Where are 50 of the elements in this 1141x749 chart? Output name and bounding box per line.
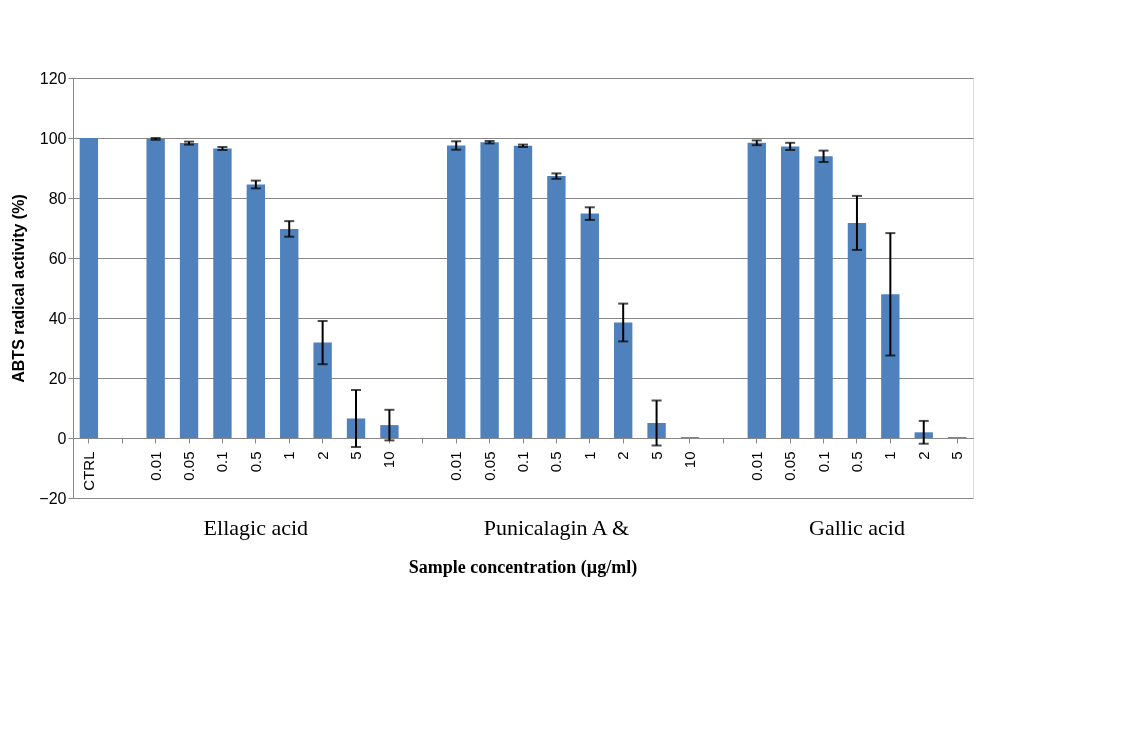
- x-tick-label: 0.5: [847, 451, 865, 473]
- x-tick-label: 5: [347, 451, 365, 460]
- bar: [280, 228, 299, 438]
- x-tick-label: 10: [680, 451, 698, 469]
- text: Gallic acid: [809, 515, 905, 540]
- bar: [179, 143, 199, 438]
- x-tick-label: 5: [647, 451, 665, 460]
- bar: [313, 342, 332, 438]
- bar: [513, 145, 533, 438]
- x-tick-label: 2: [614, 451, 632, 460]
- y-axis-title: ABTS radical activity (%): [10, 194, 28, 383]
- bar: [614, 322, 633, 438]
- x-axis-title: Sample concentration (µg/ml): [408, 557, 638, 578]
- bar: [480, 142, 499, 438]
- x-tick-label: 0.05: [781, 451, 799, 481]
- x-tick-label: 5: [948, 451, 966, 460]
- bar: [79, 138, 99, 438]
- x-tick-label: 1: [881, 451, 899, 460]
- y-tick-label: 60: [48, 249, 67, 267]
- bar: [881, 294, 900, 438]
- text: Ellagic acid: [203, 515, 309, 540]
- x-tick-label: 0.5: [246, 451, 264, 473]
- y-tick-label: 20: [48, 369, 67, 387]
- x-tick-label: 1: [580, 451, 598, 460]
- y-tick-label: 100: [39, 129, 67, 147]
- x-tick-label: 0.01: [146, 451, 164, 481]
- y-tick-label: 0: [57, 429, 67, 447]
- x-tick-label: 0.1: [514, 451, 531, 473]
- bar: [580, 213, 599, 438]
- bar: [213, 148, 232, 438]
- y-tick-label: −20: [39, 489, 67, 507]
- x-tick-label: 1: [280, 451, 298, 460]
- x-tick-label: 0.5: [547, 451, 565, 473]
- x-tick-label: 0.01: [447, 451, 465, 481]
- x-tick-label: 0.05: [480, 451, 498, 481]
- x-tick-label: 0.01: [747, 451, 765, 481]
- bar: [814, 156, 833, 438]
- x-tick-label: 10: [380, 451, 398, 469]
- y-tick-label: 40: [48, 309, 67, 327]
- x-tick-label: 0.1: [213, 451, 231, 473]
- text: Punicalagin A &: [483, 515, 630, 540]
- x-tick-label: 0.1: [814, 451, 832, 473]
- x-tick-label: 2: [313, 451, 331, 460]
- bar: [847, 222, 867, 438]
- x-tick-label: 2: [914, 451, 932, 460]
- y-tick-label: 120: [39, 69, 67, 87]
- y-tick-label: 80: [48, 189, 67, 207]
- bar: [146, 138, 165, 438]
- x-tick-label: CTRL: [79, 451, 97, 491]
- x-tick-label: 0.05: [180, 451, 198, 481]
